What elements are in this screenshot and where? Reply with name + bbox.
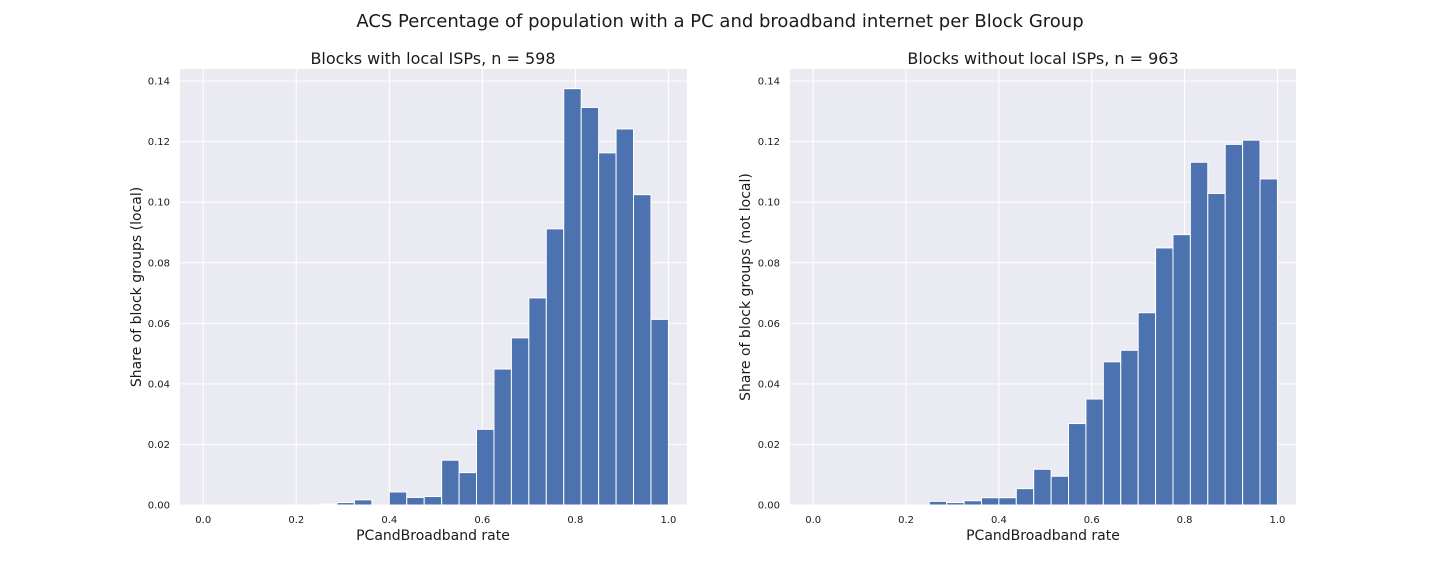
histogram-bar xyxy=(1102,361,1122,506)
histogram-bar xyxy=(1207,192,1226,506)
y-tick-label: 0.00 xyxy=(758,501,780,512)
histogram-bar xyxy=(1068,423,1087,506)
histogram-bar xyxy=(580,106,600,506)
histogram-bar xyxy=(1050,475,1070,506)
y-tick-label: 0.04 xyxy=(148,379,170,390)
chart-title-right: Blocks without local ISPs, n = 963 xyxy=(907,49,1178,68)
histogram-bar xyxy=(998,497,1017,506)
y-tick-label: 0.10 xyxy=(758,198,780,209)
y-tick-label: 0.06 xyxy=(758,319,780,330)
histogram-bar xyxy=(1033,468,1052,506)
x-tick-label: 0.0 xyxy=(805,515,821,526)
histogram-bar xyxy=(1155,247,1174,506)
x-tick-label: 0.8 xyxy=(567,515,583,526)
chart-right: 0.0 0.2 0.4 0.6 0.8 1.0 0.000.020.040.060.080… xyxy=(738,49,1296,544)
x-tick-label: 0.6 xyxy=(1084,515,1100,526)
y-tick-label: 0.00 xyxy=(148,501,170,512)
histogram-bar xyxy=(928,500,948,506)
histogram-bar xyxy=(1085,398,1104,506)
y-tick-label: 0.06 xyxy=(148,319,170,330)
x-tick-label: 0.4 xyxy=(381,515,397,526)
histogram-bar xyxy=(510,337,530,506)
y-tick-label: 0.08 xyxy=(758,258,780,269)
histogram-bar xyxy=(615,128,635,506)
histogram-bar xyxy=(1015,488,1035,506)
histogram-bar xyxy=(423,496,443,506)
histogram-bar xyxy=(1242,139,1261,506)
y-tick-label: 0.04 xyxy=(758,379,780,390)
y-tick-label: 0.12 xyxy=(148,137,170,148)
y-tick-label: 0.02 xyxy=(148,440,170,451)
y-tick-label: 0.02 xyxy=(758,440,780,451)
histogram-bar xyxy=(319,503,338,506)
bars-left xyxy=(319,88,669,506)
x-ticks-left: 0.0 0.2 0.4 0.6 0.8 1.0 xyxy=(195,515,676,526)
histogram-bar xyxy=(493,368,512,506)
x-tick-label: 0.8 xyxy=(1177,515,1193,526)
y-ticks-right: 0.00 0.02 0.04 0.06 0.08 0.10 0.12 0.14 xyxy=(758,77,780,512)
bars-right xyxy=(928,139,1278,506)
histogram-bar xyxy=(563,88,582,506)
histogram-bar xyxy=(476,428,495,506)
x-axis-label-left: PCandBroadband rate xyxy=(356,528,510,544)
y-tick-label: 0.12 xyxy=(758,137,780,148)
x-tick-label: 0.6 xyxy=(474,515,490,526)
histogram-bar xyxy=(441,459,460,506)
chart-left: 0.0 0.2 0.4 0.6 0.8 1.0 0.000.020.040.060.080… xyxy=(129,49,687,544)
histogram-bar xyxy=(1172,234,1191,506)
x-tick-label: 0.0 xyxy=(195,515,211,526)
x-tick-label: 1.0 xyxy=(660,515,676,526)
figure-title: ACS Percentage of population with a PC a… xyxy=(356,11,1083,32)
chart-title-left: Blocks with local ISPs, n = 598 xyxy=(310,49,555,68)
histogram-bar xyxy=(1224,143,1244,506)
histogram-bar xyxy=(406,496,425,506)
y-tick-label: 0.10 xyxy=(148,198,170,209)
x-ticks-right: 0.0 0.2 0.4 0.6 0.8 1.0 xyxy=(805,515,1285,526)
histogram-bar xyxy=(598,152,617,506)
histogram-bar xyxy=(650,318,669,506)
histogram-bar xyxy=(1120,349,1139,506)
histogram-bar xyxy=(963,500,982,506)
histogram-bar xyxy=(336,502,355,506)
histogram-bar xyxy=(946,502,965,506)
y-ticks-left: 0.00 0.02 0.04 0.06 0.08 0.10 0.12 0.14 xyxy=(148,77,170,512)
histogram-bar xyxy=(353,499,373,506)
histogram-bar xyxy=(980,497,1000,506)
histogram-bar xyxy=(388,491,408,506)
y-tick-label: 0.14 xyxy=(758,77,780,88)
x-axis-label-right: PCandBroadband rate xyxy=(966,528,1120,544)
histogram-bar xyxy=(545,228,565,506)
x-tick-label: 0.4 xyxy=(991,515,1007,526)
y-axis-label-left: Share of block groups (local) xyxy=(129,187,145,387)
x-tick-label: 0.2 xyxy=(288,515,304,526)
y-tick-label: 0.08 xyxy=(148,258,170,269)
histogram-bar xyxy=(528,297,547,506)
histogram-bar xyxy=(1259,178,1278,506)
histogram-bar xyxy=(1137,312,1157,506)
x-tick-label: 0.2 xyxy=(898,515,914,526)
y-axis-label-right: Share of block groups (not local) xyxy=(738,173,754,401)
histogram-bar xyxy=(633,194,652,506)
x-tick-label: 1.0 xyxy=(1269,515,1285,526)
histogram-bar xyxy=(458,472,478,506)
histogram-bar xyxy=(1189,161,1209,506)
y-tick-label: 0.14 xyxy=(148,77,170,88)
